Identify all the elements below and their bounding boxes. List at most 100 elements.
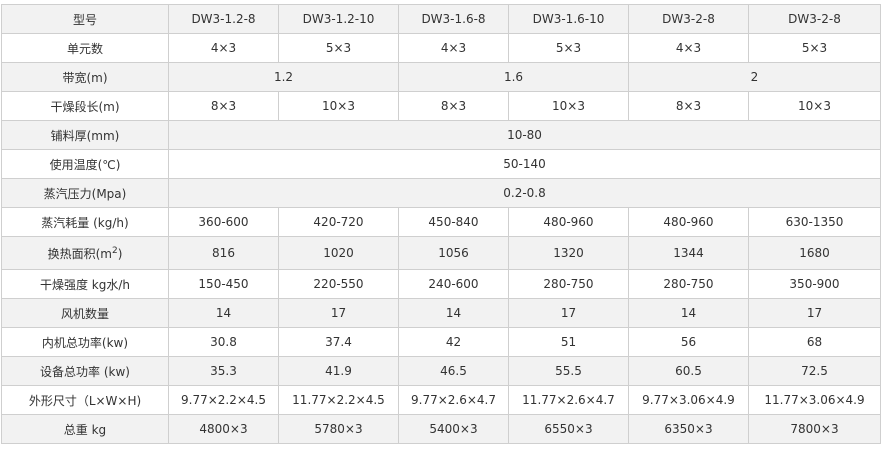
cell: 10×3 — [278, 91, 399, 121]
row-label: 设备总功率 (kw) — [1, 356, 169, 386]
header-cell: 型号 — [1, 4, 169, 34]
row-label: 外形尺寸（L×W×H) — [1, 385, 169, 415]
label-part: ) — [117, 246, 123, 261]
cell: 72.5 — [748, 356, 881, 386]
cell: 0.2-0.8 — [168, 178, 881, 208]
cell: 5×3 — [508, 33, 629, 63]
cell: 240-600 — [398, 269, 509, 299]
row-label: 使用温度(℃) — [1, 149, 169, 179]
cell: 14 — [168, 298, 279, 328]
cell: 5×3 — [748, 33, 881, 63]
cell: 360-600 — [168, 207, 279, 237]
row-label: 风机数量 — [1, 298, 169, 328]
row-label: 干燥段长(m) — [1, 91, 169, 121]
cell: 8×3 — [168, 91, 279, 121]
superscript: 2 — [111, 245, 118, 256]
cell: 56 — [628, 327, 749, 357]
cell: 11.77×3.06×4.9 — [748, 385, 881, 415]
table-row: 使用温度(℃) 50-140 — [1, 149, 881, 179]
table-row: 总重 kg 4800×3 5780×3 5400×3 6550×3 6350×3 7800×… — [1, 414, 881, 444]
cell: 46.5 — [398, 356, 509, 386]
table-row: 铺料厚(mm) 10-80 — [1, 120, 881, 150]
cell: 30.8 — [168, 327, 279, 357]
row-label: 蒸汽耗量 (kg/h) — [1, 207, 169, 237]
cell: 9.77×3.06×4.9 — [628, 385, 749, 415]
table-body: 型号 DW3-1.2-8 DW3-1.2-10 DW3-1.6-8 DW3-1.6-10… — [1, 4, 881, 444]
header-cell: DW3-1.6-8 — [398, 4, 509, 34]
cell: 10×3 — [508, 91, 629, 121]
cell: 1680 — [748, 236, 881, 270]
cell: 68 — [748, 327, 881, 357]
cell: 4800×3 — [168, 414, 279, 444]
table-row: 外形尺寸（L×W×H) 9.77×2.2×4.5 11.77×2.2×4.5 9.77… — [1, 385, 881, 415]
cell: 4×3 — [398, 33, 509, 63]
cell: 7800×3 — [748, 414, 881, 444]
cell: 42 — [398, 327, 509, 357]
cell: 37.4 — [278, 327, 399, 357]
cell: 5780×3 — [278, 414, 399, 444]
table-row: 内机总功率(kw) 30.8 37.4 42 51 56 68 — [1, 327, 881, 357]
cell: 280-750 — [628, 269, 749, 299]
table-row: 干燥强度 kg水/h 150-450 220-550 240-600 280-750 28… — [1, 269, 881, 299]
cell: 9.77×2.2×4.5 — [168, 385, 279, 415]
cell: 1320 — [508, 236, 629, 270]
cell: 450-840 — [398, 207, 509, 237]
row-label: 干燥强度 kg水/h — [1, 269, 169, 299]
cell: 150-450 — [168, 269, 279, 299]
label-part: 换热面积(m — [47, 246, 112, 261]
cell: 35.3 — [168, 356, 279, 386]
header-cell: DW3-1.2-10 — [278, 4, 399, 34]
cell: 17 — [278, 298, 399, 328]
cell: 220-550 — [278, 269, 399, 299]
cell: 1.2 — [168, 62, 399, 92]
cell: 280-750 — [508, 269, 629, 299]
row-label: 单元数 — [1, 33, 169, 63]
cell: 5×3 — [278, 33, 399, 63]
cell: 1344 — [628, 236, 749, 270]
header-cell: DW3-1.2-8 — [168, 4, 279, 34]
cell: 14 — [398, 298, 509, 328]
cell: 11.77×2.2×4.5 — [278, 385, 399, 415]
table-row: 蒸汽压力(Mpa) 0.2-0.8 — [1, 178, 881, 208]
cell: 1020 — [278, 236, 399, 270]
cell: 630-1350 — [748, 207, 881, 237]
cell: 14 — [628, 298, 749, 328]
cell: 420-720 — [278, 207, 399, 237]
row-label: 换热面积(m2) — [1, 236, 169, 270]
cell: 5400×3 — [398, 414, 509, 444]
table-row: 蒸汽耗量 (kg/h) 360-600 420-720 450-840 480-960 4… — [1, 207, 881, 237]
cell: 4×3 — [168, 33, 279, 63]
header-row: 型号 DW3-1.2-8 DW3-1.2-10 DW3-1.6-8 DW3-1.6-10… — [1, 4, 881, 34]
row-label: 蒸汽压力(Mpa) — [1, 178, 169, 208]
cell: 17 — [508, 298, 629, 328]
cell: 9.77×2.6×4.7 — [398, 385, 509, 415]
cell: 4×3 — [628, 33, 749, 63]
cell: 8×3 — [398, 91, 509, 121]
cell: 480-960 — [508, 207, 629, 237]
row-label: 带宽(m) — [1, 62, 169, 92]
table-row: 带宽(m) 1.2 1.6 2 — [1, 62, 881, 92]
header-cell: DW3-2-8 — [748, 4, 881, 34]
cell: 816 — [168, 236, 279, 270]
cell: 350-900 — [748, 269, 881, 299]
cell: 6350×3 — [628, 414, 749, 444]
header-cell: DW3-2-8 — [628, 4, 749, 34]
cell: 10-80 — [168, 120, 881, 150]
cell: 51 — [508, 327, 629, 357]
cell: 50-140 — [168, 149, 881, 179]
cell: 41.9 — [278, 356, 399, 386]
cell: 1056 — [398, 236, 509, 270]
cell: 480-960 — [628, 207, 749, 237]
table-row: 干燥段长(m) 8×3 10×3 8×3 10×3 8×3 10×3 — [1, 91, 881, 121]
cell: 8×3 — [628, 91, 749, 121]
table-row: 换热面积(m2) 816 1020 1056 1320 1344 1680 — [1, 236, 881, 270]
table-row: 风机数量 14 17 14 17 14 17 — [1, 298, 881, 328]
header-cell: DW3-1.6-10 — [508, 4, 629, 34]
cell: 17 — [748, 298, 881, 328]
cell: 1.6 — [398, 62, 629, 92]
cell: 6550×3 — [508, 414, 629, 444]
cell: 10×3 — [748, 91, 881, 121]
row-label: 内机总功率(kw) — [1, 327, 169, 357]
row-label: 铺料厚(mm) — [1, 120, 169, 150]
